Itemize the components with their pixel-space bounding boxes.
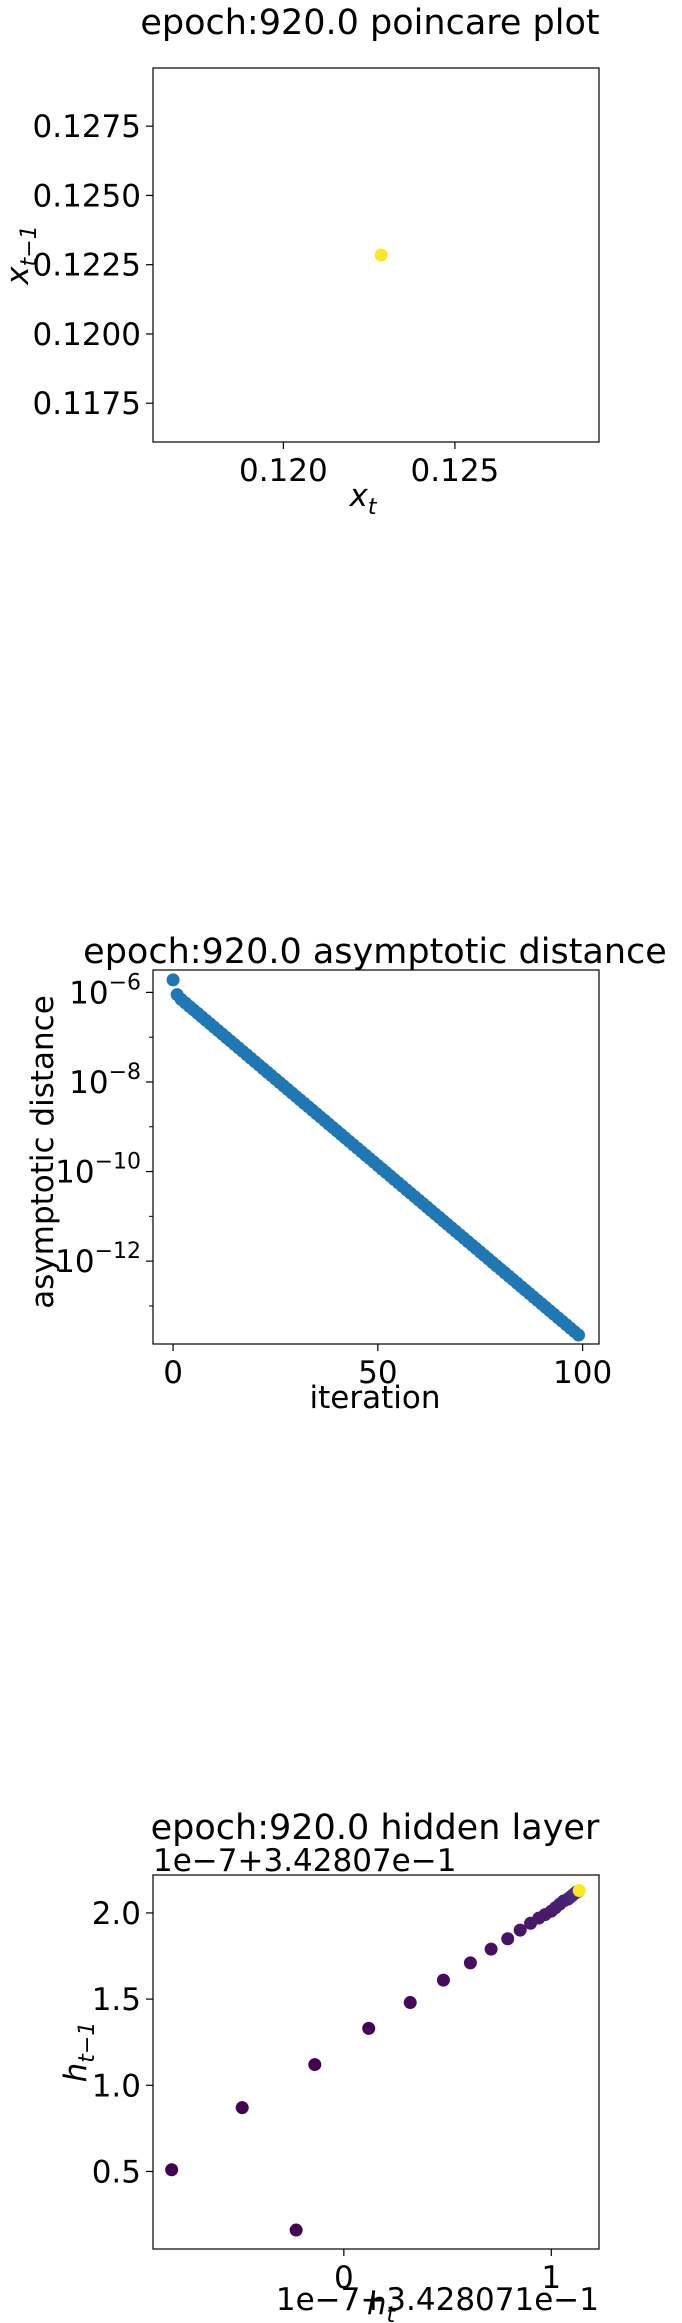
- hidden-layer-point: [513, 1923, 527, 1937]
- asymptotic-y-tick-exp: −12: [95, 1239, 141, 1264]
- hidden-layer-chart: epoch:920.0 hidden layer 1e−7+3.42807e−1…: [58, 1808, 600, 2323]
- hidden-layer-x-tick-label: 1: [541, 2260, 561, 2296]
- poincare-x-ticks: 0.120 0.125: [239, 442, 499, 489]
- hidden-layer-point: [165, 2163, 179, 2177]
- asymptotic-x-ticks: 0 50 100: [163, 1344, 612, 1391]
- poincare-y-tick-label: 0.1250: [33, 178, 141, 214]
- poincare-chart: epoch:920.0 poincare plot 0.11750.12000.…: [0, 3, 600, 520]
- hidden-layer-plot-area: [152, 1874, 600, 2250]
- hidden-layer-point: [235, 2101, 249, 2115]
- hidden-layer-x-label-main: h: [367, 2286, 387, 2322]
- poincare-x-axis-label: xt: [349, 478, 378, 520]
- asymptotic-y-tick-exp: −10: [95, 1150, 141, 1175]
- hidden-layer-point: [308, 2058, 322, 2072]
- asymptotic-y-tick-base: 10: [69, 975, 108, 1011]
- hidden-layer-offset-bottom: 1e−7+3.428071e−1: [276, 2282, 599, 2318]
- hidden-layer-x-tick-label: 0: [334, 2260, 354, 2296]
- asymptotic-y-tick-label: 10−8: [69, 1060, 141, 1101]
- poincare-y-axis-label: xt−1: [0, 225, 42, 285]
- hidden-layer-points: [165, 1884, 586, 2237]
- poincare-x-tick-label: 0.125: [411, 453, 500, 489]
- poincare-y-tick-label: 0.1200: [33, 317, 141, 353]
- hidden-layer-y-ticks: 0.5 1.0 1.5 2.0: [92, 1896, 153, 2190]
- poincare-y-tick-label: 0.1225: [33, 248, 141, 284]
- hidden-layer-x-axis-label: ht: [367, 2286, 397, 2323]
- asymptotic-plot-area: [152, 969, 600, 1345]
- poincare-points: [374, 248, 388, 262]
- asymptotic-x-tick-label: 0: [163, 1355, 183, 1391]
- hidden-layer-title: epoch:920.0 hidden layer: [151, 1808, 600, 1848]
- asymptotic-y-axis-label: asymptotic distance: [25, 995, 61, 1309]
- poincare-plot-area: [152, 67, 600, 443]
- hidden-layer-point: [501, 1932, 515, 1946]
- hidden-layer-y-label-sub: t−1: [75, 2022, 100, 2063]
- hidden-layer-offset-top: 1e−7+3.42807e−1: [153, 1843, 456, 1879]
- poincare-y-ticks: 0.1175 0.1200 0.1225 0.1250 0.1275: [33, 109, 153, 422]
- asymptotic-points: [166, 973, 586, 1342]
- asymptotic-x-tick-label: 50: [358, 1355, 397, 1391]
- hidden-layer-y-tick-label: 2.0: [92, 1896, 141, 1932]
- poincare-y-tick-label: 0.1275: [33, 109, 141, 145]
- asymptotic-y-tick-label: 10−12: [55, 1239, 141, 1280]
- poincare-x-label-main: x: [349, 478, 369, 514]
- asymptotic-y-tick-exp: −8: [109, 1060, 141, 1085]
- hidden-layer-point: [572, 1884, 586, 1898]
- poincare-x-tick-label: 0.120: [239, 453, 328, 489]
- poincare-title: epoch:920.0 poincare plot: [140, 3, 599, 43]
- asymptotic-chart: epoch:920.0 asymptotic distance 10−610−8…: [25, 932, 667, 1416]
- asymptotic-y-tick-label: 10−6: [69, 970, 141, 1011]
- asymptotic-y-tick-label: 10−10: [55, 1150, 141, 1191]
- asymptotic-x-axis-label: iteration: [310, 1380, 441, 1416]
- asymptotic-title: epoch:920.0 asymptotic distance: [83, 932, 667, 972]
- hidden-layer-y-tick-label: 1.5: [92, 1982, 141, 2018]
- poincare-x-label-sub: t: [368, 495, 378, 520]
- hidden-layer-point: [289, 2223, 303, 2237]
- hidden-layer-x-label-sub: t: [387, 2303, 397, 2323]
- poincare-point: [374, 248, 388, 262]
- hidden-layer-y-axis-label: ht−1: [58, 2022, 100, 2083]
- asymptotic-y-tick-base: 10: [55, 1155, 94, 1191]
- hidden-layer-y-tick-label: 1.0: [92, 2068, 141, 2104]
- poincare-y-label-sub: t−1: [17, 225, 42, 266]
- poincare-y-label-main: x: [0, 266, 36, 286]
- asymptotic-y-tick-exp: −6: [109, 970, 141, 995]
- asymptotic-point: [166, 973, 180, 987]
- asymptotic-y-tick-base: 10: [69, 1065, 108, 1101]
- hidden-layer-point: [484, 1942, 498, 1956]
- poincare-y-tick-label: 0.1175: [33, 386, 141, 422]
- asymptotic-y-tick-base: 10: [55, 1244, 94, 1280]
- asymptotic-x-tick-label: 100: [553, 1355, 612, 1391]
- asymptotic-point: [572, 1328, 586, 1342]
- hidden-layer-point: [436, 1973, 450, 1987]
- hidden-layer-point: [362, 2021, 376, 2035]
- hidden-layer-y-tick-label: 0.5: [92, 2154, 141, 2190]
- hidden-layer-y-label-main: h: [58, 2063, 94, 2083]
- hidden-layer-point: [403, 1996, 417, 2010]
- hidden-layer-point: [463, 1956, 477, 1970]
